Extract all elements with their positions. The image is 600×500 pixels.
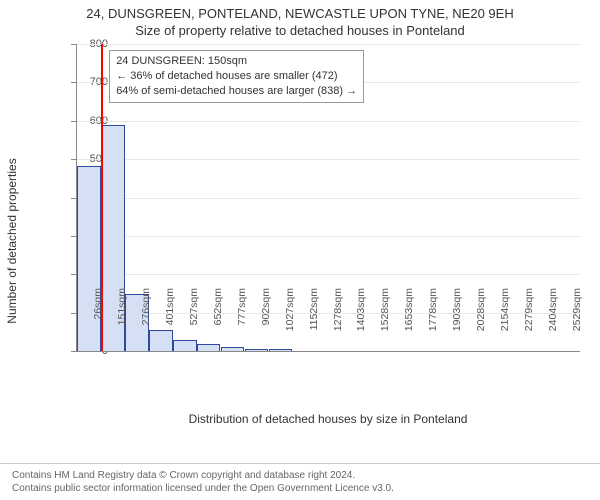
y-axis-label: Number of detached properties [5,91,19,391]
x-tick-label: 1528sqm [379,288,391,358]
x-tick-label: 1027sqm [284,288,296,358]
annotation-line: ← 36% of detached houses are smaller (47… [116,69,357,84]
x-tick-label: 527sqm [188,288,200,358]
x-tick-label: 2028sqm [475,288,487,358]
x-tick-label: 2529sqm [571,288,583,358]
annotation-line: 64% of semi-detached houses are larger (… [116,84,357,99]
x-tick-label: 777sqm [236,288,248,358]
x-tick-label: 276sqm [140,288,152,358]
x-tick-label: 401sqm [164,288,176,358]
x-tick-label: 2279sqm [523,288,535,358]
footer: Contains HM Land Registry data © Crown c… [0,463,600,500]
footer-line-1: Contains HM Land Registry data © Crown c… [12,469,588,482]
annotation-line: 24 DUNSGREEN: 150sqm [116,54,357,69]
annotation-box: 24 DUNSGREEN: 150sqm← 36% of detached ho… [109,50,364,103]
x-tick-label: 1403sqm [355,288,367,358]
x-tick-label: 1278sqm [332,288,344,358]
page-title-subtitle: Size of property relative to detached ho… [0,21,600,38]
x-tick-label: 151sqm [116,288,128,358]
chart-container: Number of detached properties 0100200300… [40,44,580,424]
x-tick-label: 1778sqm [427,288,439,358]
x-tick-label: 2404sqm [547,288,559,358]
footer-line-2: Contains public sector information licen… [12,482,588,495]
x-tick-label: 1152sqm [308,288,320,358]
x-tick-label: 26sqm [92,288,104,358]
x-tick-label: 652sqm [212,288,224,358]
x-tick-label: 902sqm [260,288,272,358]
page-title-address: 24, DUNSGREEN, PONTELAND, NEWCASTLE UPON… [0,0,600,21]
x-tick-label: 1653sqm [403,288,415,358]
x-tick-label: 2154sqm [499,288,511,358]
x-tick-label: 1903sqm [451,288,463,358]
x-axis-label: Distribution of detached houses by size … [76,412,580,426]
